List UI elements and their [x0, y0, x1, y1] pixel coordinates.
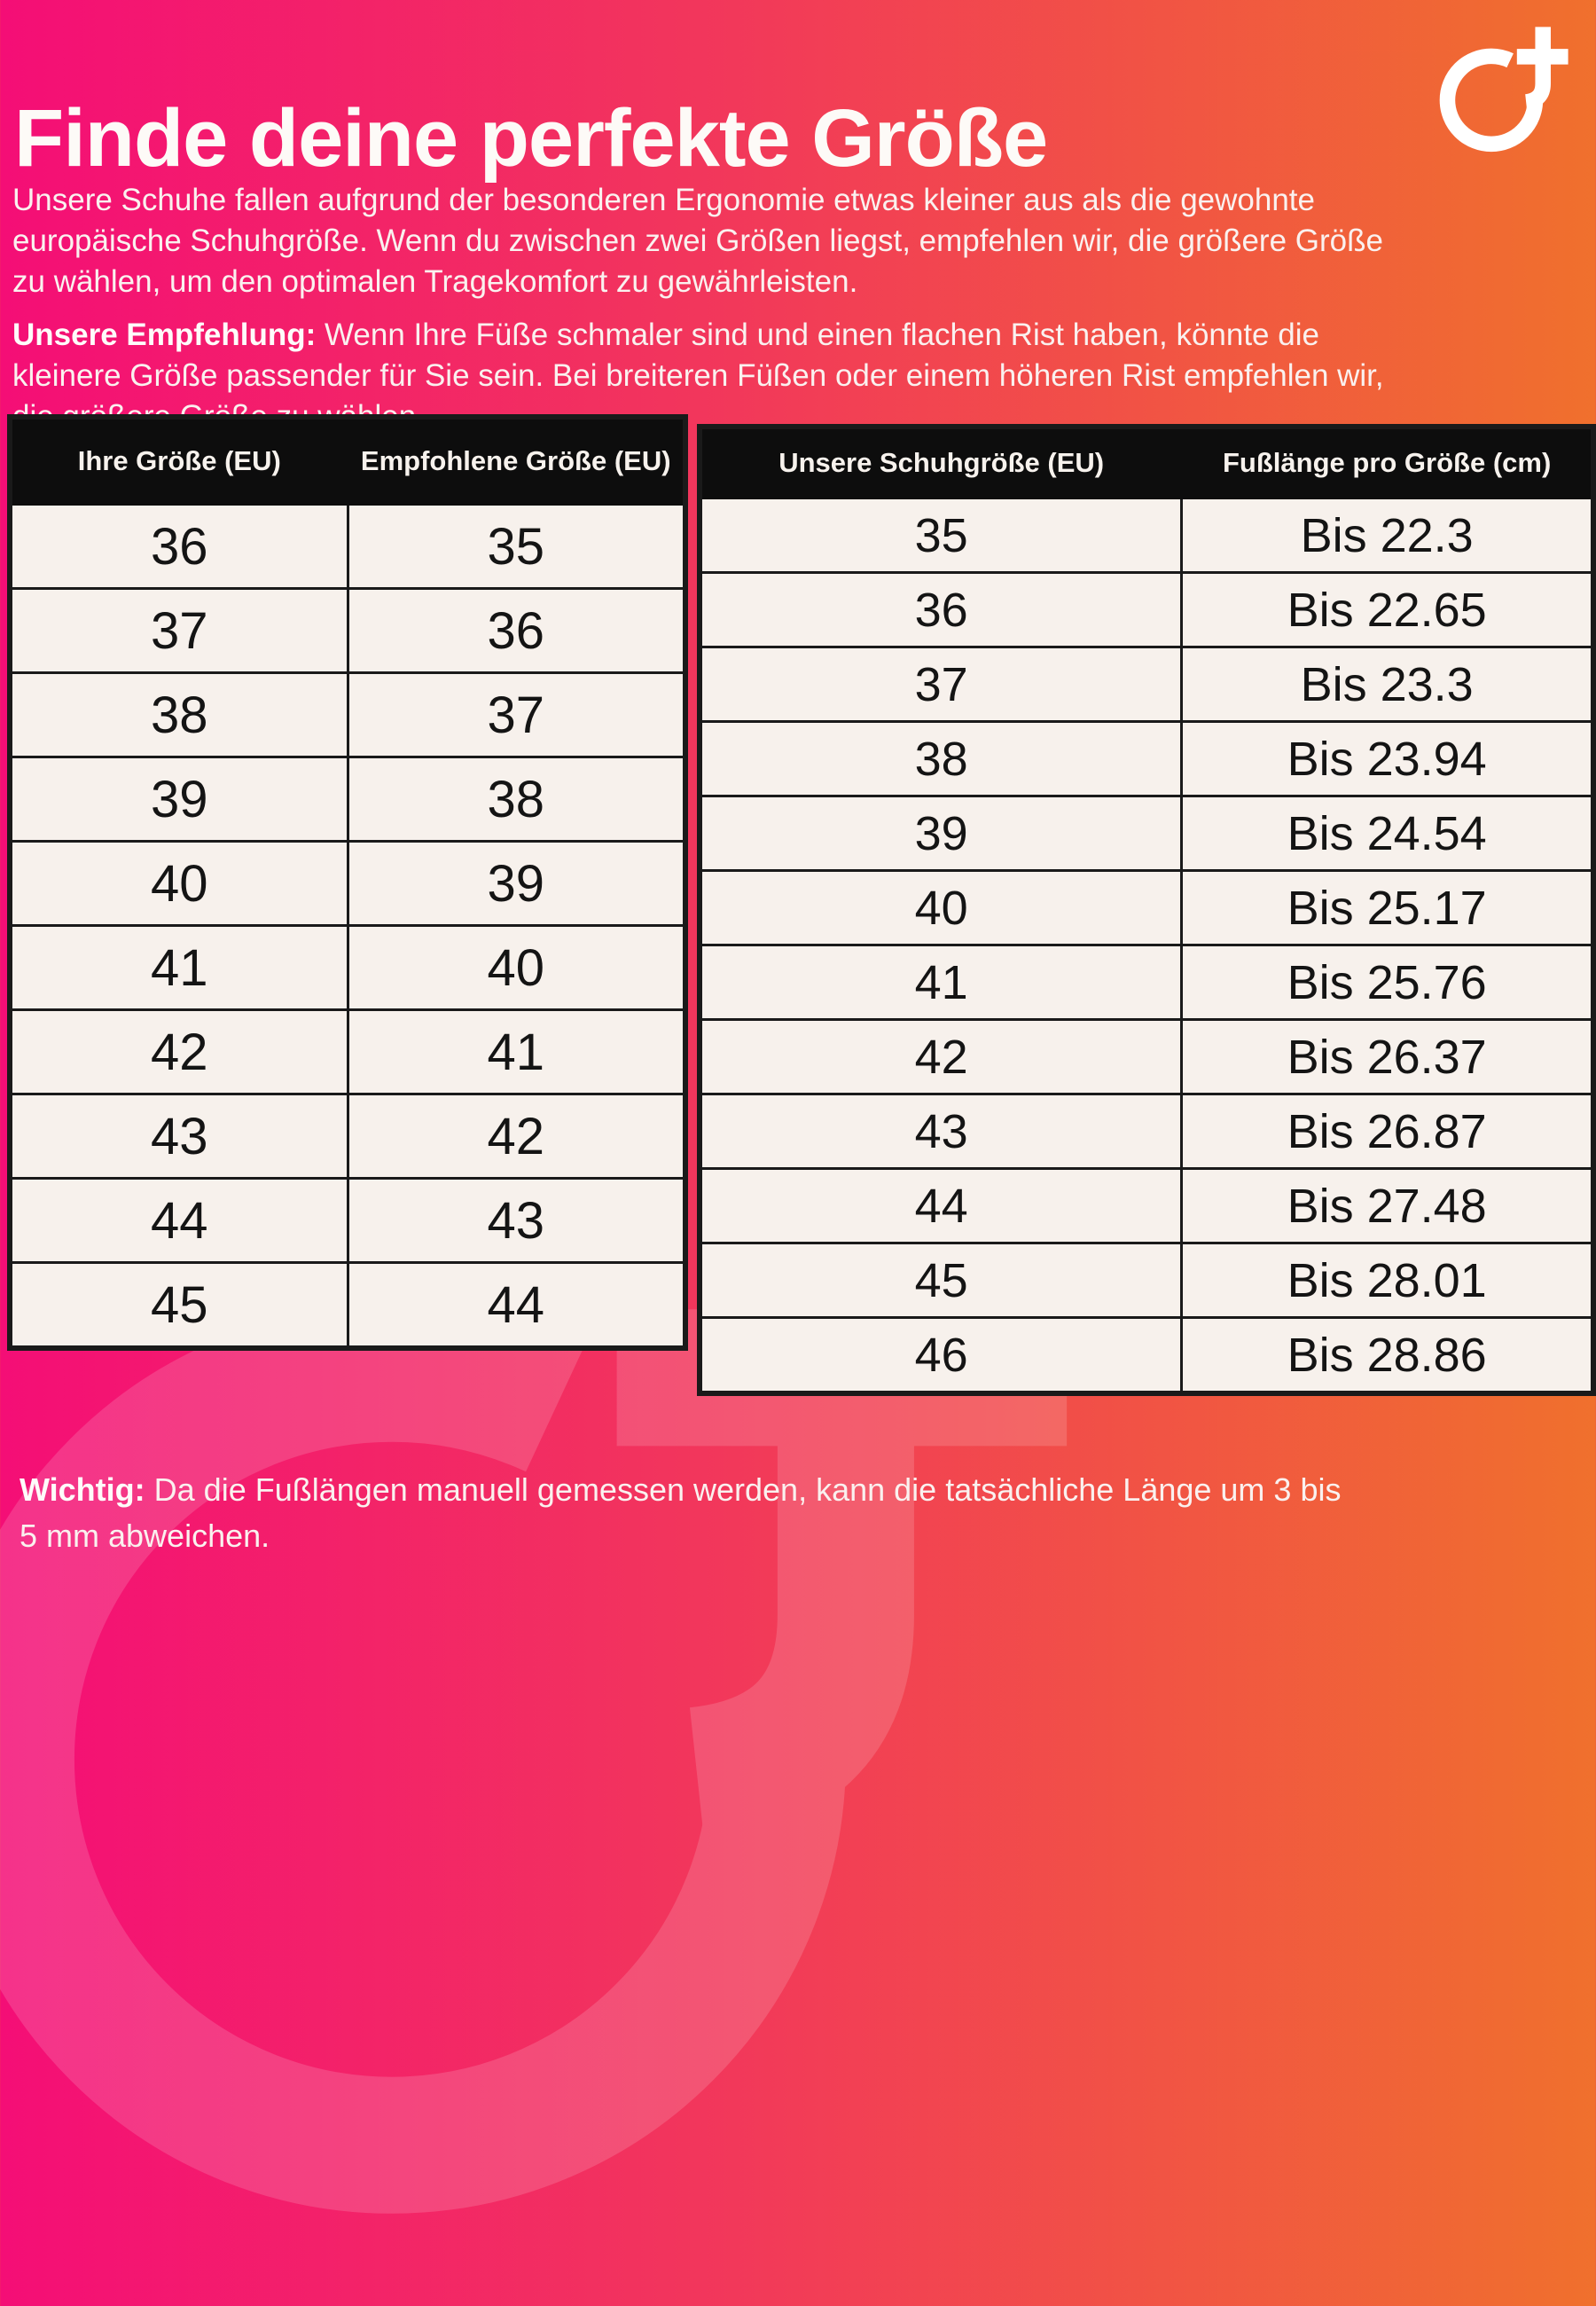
table-row: 39 Bis 24.54 [698, 795, 1595, 872]
table-cell: 40 [8, 840, 349, 927]
table-row: 37 36 [8, 587, 687, 674]
column-header: Empfohlene Größe (EU) [346, 415, 687, 506]
table-row: 35 Bis 22.3 [698, 497, 1595, 574]
table-row: 41 40 [8, 924, 687, 1011]
note-label: Wichtig: [20, 1471, 145, 1508]
table-cell: 41 [346, 1008, 687, 1095]
table-cell: 43 [698, 1093, 1184, 1170]
table-cell: 44 [698, 1167, 1184, 1244]
table-cell: Bis 25.17 [1180, 869, 1595, 946]
table-cell: Bis 24.54 [1180, 795, 1595, 872]
table-cell: Bis 25.76 [1180, 944, 1595, 1021]
table-cell: 36 [8, 503, 349, 590]
table-row: 43 Bis 26.87 [698, 1093, 1595, 1170]
table-cell: 45 [698, 1242, 1184, 1319]
table-cell: 38 [346, 756, 687, 843]
column-header: Unsere Schuhgröße (EU) [698, 425, 1184, 499]
table-cell: 40 [698, 869, 1184, 946]
table-cell: Bis 27.48 [1180, 1167, 1595, 1244]
table-row: 42 41 [8, 1008, 687, 1095]
table-cell: Bis 23.94 [1180, 720, 1595, 797]
header-row: Ihre Größe (EU) Empfohlene Größe (EU) [8, 415, 687, 506]
table-row: 40 Bis 25.17 [698, 869, 1595, 946]
table-cell: Bis 26.37 [1180, 1018, 1595, 1095]
table-cell: 37 [698, 646, 1184, 723]
intro-text: Unsere Schuhe fallen aufgrund der besond… [12, 183, 1383, 299]
table-cell: 44 [346, 1261, 687, 1350]
table-cell: 38 [8, 671, 349, 758]
table-row: 42 Bis 26.37 [698, 1018, 1595, 1095]
table-cell: 46 [698, 1316, 1184, 1395]
circle-plus-logo-icon [1439, 27, 1569, 153]
table-cell: 36 [346, 587, 687, 674]
note-body: Da die Fußlängen manuell gemessen werden… [20, 1471, 1342, 1554]
table-cell: Bis 28.01 [1180, 1242, 1595, 1319]
table-row: 41 Bis 25.76 [698, 944, 1595, 1021]
page-title: Finde deine perfekte Größe [14, 92, 1048, 184]
table-cell: 42 [346, 1093, 687, 1180]
table-row: 38 37 [8, 671, 687, 758]
table-cell: 37 [8, 587, 349, 674]
table-cell: Bis 22.65 [1180, 571, 1595, 648]
table-cell: 38 [698, 720, 1184, 797]
table-row: 44 43 [8, 1177, 687, 1264]
table-cell: Bis 26.87 [1180, 1093, 1595, 1170]
table-row: 45 44 [8, 1261, 687, 1350]
table-cell: 35 [698, 497, 1184, 574]
column-header: Fußlänge pro Größe (cm) [1180, 425, 1595, 499]
table-cell: 35 [346, 503, 687, 590]
table-row: 46 Bis 28.86 [698, 1316, 1595, 1395]
table-cell: 43 [346, 1177, 687, 1264]
table-cell: 39 [698, 795, 1184, 872]
table-row: 39 38 [8, 756, 687, 843]
column-header: Ihre Größe (EU) [8, 415, 349, 506]
header-row: Unsere Schuhgröße (EU) Fußlänge pro Größe… [698, 425, 1595, 499]
table-cell: 36 [698, 571, 1184, 648]
note-text: Wichtig: Da die Fußlängen manuell gemess… [20, 1467, 1367, 1559]
table-cell: Bis 23.3 [1180, 646, 1595, 723]
table-cell: Bis 22.3 [1180, 497, 1595, 574]
table-row: 38 Bis 23.94 [698, 720, 1595, 797]
table-cell: 41 [698, 944, 1184, 1021]
table-cell: 37 [346, 671, 687, 758]
table-row: 37 Bis 23.3 [698, 646, 1595, 723]
table-cell: 43 [8, 1093, 349, 1180]
table-cell: 42 [698, 1018, 1184, 1095]
size-guide-infographic: { "page": { "title": "Finde deine perfek… [0, 0, 1596, 1596]
table-cell: 40 [346, 924, 687, 1011]
table-row: 40 39 [8, 840, 687, 927]
table-cell: 42 [8, 1008, 349, 1095]
table-cell: 44 [8, 1177, 349, 1264]
table-row: 43 42 [8, 1093, 687, 1180]
table-row: 44 Bis 27.48 [698, 1167, 1595, 1244]
table-cell: 39 [8, 756, 349, 843]
foot-length-table: Unsere Schuhgröße (EU) Fußlänge pro Größe… [697, 424, 1596, 1396]
recommendation-label: Unsere Empfehlung: [12, 318, 317, 352]
table-cell: 45 [8, 1261, 349, 1350]
size-conversion-table: Ihre Größe (EU) Empfohlene Größe (EU) 36 3… [7, 414, 688, 1351]
table-row: 36 Bis 22.65 [698, 571, 1595, 648]
table-row: 36 35 [8, 503, 687, 590]
table-row: 45 Bis 28.01 [698, 1242, 1595, 1319]
table-cell: 39 [346, 840, 687, 927]
table-cell: Bis 28.86 [1180, 1316, 1595, 1395]
table-cell: 41 [8, 924, 349, 1011]
